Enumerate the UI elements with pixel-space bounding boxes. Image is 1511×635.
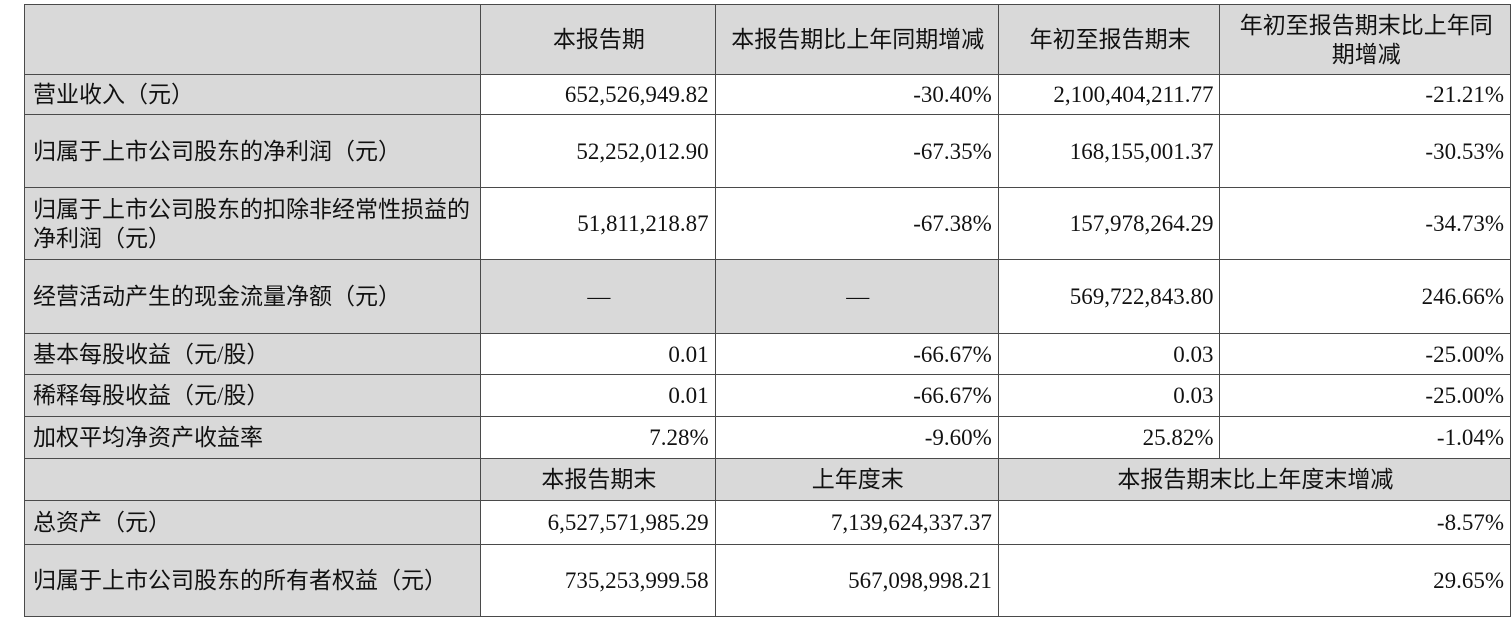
cell-value: -25.00% (1219, 333, 1511, 375)
cell-value: 246.66% (1219, 259, 1511, 334)
cell-value: -67.35% (714, 114, 999, 188)
cell-value: 0.03 (997, 374, 1221, 417)
row-label: 营业收入（元） (23, 74, 482, 115)
row-label: 归属于上市公司股东的扣除非经常性损益的净利润（元） (23, 187, 482, 260)
cell-value: -30.40% (714, 74, 999, 115)
header-period-end-change: 本报告期末比上年度末增减 (997, 458, 1511, 501)
cell-value: -8.57% (997, 500, 1511, 545)
table-row: 营业收入（元） 652,526,949.82 -30.40% 2,100,404… (23, 74, 1511, 115)
row-label: 经营活动产生的现金流量净额（元） (23, 259, 482, 334)
table-row: 加权平均净资产收益率 7.28% -9.60% 25.82% -1.04% (23, 416, 1511, 459)
cell-value: 157,978,264.29 (997, 187, 1221, 260)
header-row: 本报告期 本报告期比上年同期增减 年初至报告期末 年初至报告期末比上年同期增减 (23, 4, 1511, 75)
cell-value: -21.21% (1219, 74, 1511, 115)
cell-value: 7,139,624,337.37 (714, 500, 999, 545)
cell-value: 168,155,001.37 (997, 114, 1221, 188)
header-current-period-change: 本报告期比上年同期增减 (714, 4, 999, 75)
header-prior-year-end: 上年度末 (714, 458, 999, 501)
header-current-period: 本报告期 (480, 4, 716, 75)
cell-value: -66.67% (714, 333, 999, 375)
financial-summary-table: 本报告期 本报告期比上年同期增减 年初至报告期末 年初至报告期末比上年同期增减 … (23, 4, 1511, 617)
cell-value: -67.38% (714, 187, 999, 260)
cell-value: — (480, 259, 716, 334)
table-row: 稀释每股收益（元/股） 0.01 -66.67% 0.03 -25.00% (23, 374, 1511, 417)
header-period-end: 本报告期末 (480, 458, 716, 501)
cell-value: 567,098,998.21 (714, 544, 999, 617)
cell-value: 51,811,218.87 (480, 187, 716, 260)
row-label: 稀释每股收益（元/股） (23, 374, 482, 417)
cell-value: 0.01 (480, 333, 716, 375)
cell-value: 735,253,999.58 (480, 544, 716, 617)
row-label: 归属于上市公司股东的净利润（元） (23, 114, 482, 188)
header-ytd: 年初至报告期末 (997, 4, 1221, 75)
cell-value: -9.60% (714, 416, 999, 459)
table-row: 归属于上市公司股东的净利润（元） 52,252,012.90 -67.35% 1… (23, 114, 1511, 188)
table-row: 归属于上市公司股东的扣除非经常性损益的净利润（元） 51,811,218.87 … (23, 187, 1511, 260)
cell-value: 652,526,949.82 (480, 74, 716, 115)
cell-value: — (714, 259, 999, 334)
row-label: 归属于上市公司股东的所有者权益（元） (23, 544, 482, 617)
cell-value: 0.03 (997, 333, 1221, 375)
cell-value: -34.73% (1219, 187, 1511, 260)
cell-value: -1.04% (1219, 416, 1511, 459)
header-ytd-change: 年初至报告期末比上年同期增减 (1219, 4, 1511, 75)
cell-value: 2,100,404,211.77 (997, 74, 1221, 115)
row-label: 总资产（元） (23, 500, 482, 545)
cell-value: 52,252,012.90 (480, 114, 716, 188)
table-row: 归属于上市公司股东的所有者权益（元） 735,253,999.58 567,09… (23, 544, 1511, 617)
cell-value: 0.01 (480, 374, 716, 417)
cell-value: -25.00% (1219, 374, 1511, 417)
cell-value: 6,527,571,985.29 (480, 500, 716, 545)
row-label: 基本每股收益（元/股） (23, 333, 482, 375)
cell-value: -66.67% (714, 374, 999, 417)
header-row-balance: 本报告期末 上年度末 本报告期末比上年度末增减 (23, 458, 1511, 501)
row-label: 加权平均净资产收益率 (23, 416, 482, 459)
cell-value: 29.65% (997, 544, 1511, 617)
cell-value: 7.28% (480, 416, 716, 459)
header-blank-cell (23, 458, 482, 501)
table-row: 总资产（元） 6,527,571,985.29 7,139,624,337.37… (23, 500, 1511, 545)
header-blank-cell (23, 4, 482, 75)
table-row: 经营活动产生的现金流量净额（元） — — 569,722,843.80 246.… (23, 259, 1511, 334)
cell-value: 569,722,843.80 (997, 259, 1221, 334)
cell-value: -30.53% (1219, 114, 1511, 188)
table-row: 基本每股收益（元/股） 0.01 -66.67% 0.03 -25.00% (23, 333, 1511, 375)
cell-value: 25.82% (997, 416, 1221, 459)
